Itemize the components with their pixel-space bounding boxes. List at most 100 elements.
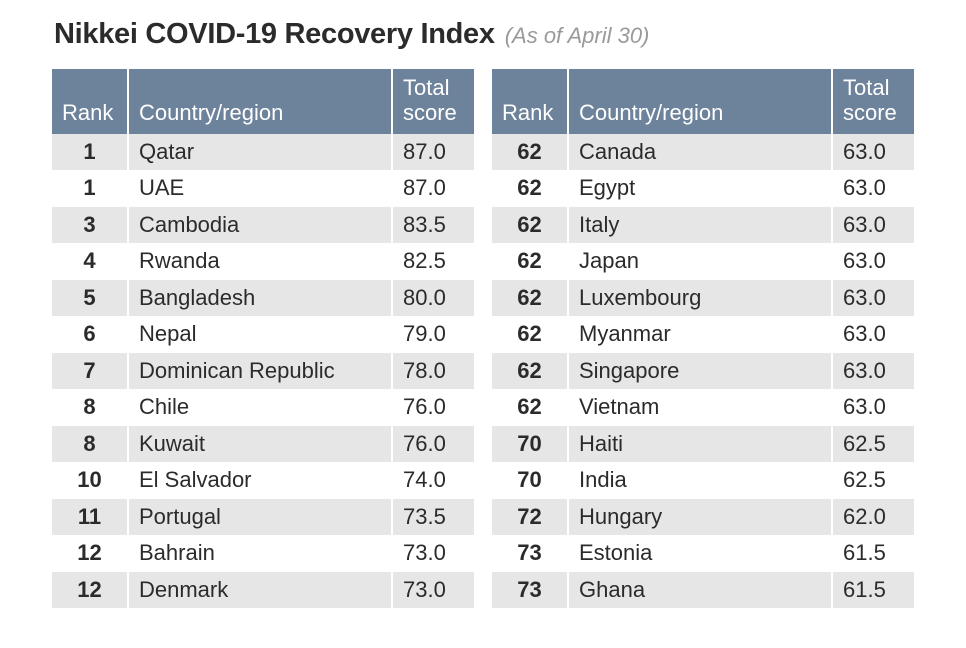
cell-rank: 62 <box>492 243 568 280</box>
col-header-country: Country/region <box>128 69 392 134</box>
table-row: 8Kuwait76.0 <box>52 426 474 463</box>
cell-score: 61.5 <box>832 535 914 572</box>
cell-country: Estonia <box>568 535 832 572</box>
cell-country: Ghana <box>568 572 832 609</box>
cell-rank: 4 <box>52 243 128 280</box>
table-row: 73Estonia61.5 <box>492 535 914 572</box>
cell-country: Denmark <box>128 572 392 609</box>
cell-score: 79.0 <box>392 316 474 353</box>
cell-country: Singapore <box>568 353 832 390</box>
cell-country: Egypt <box>568 170 832 207</box>
cell-score: 80.0 <box>392 280 474 317</box>
cell-country: El Salvador <box>128 462 392 499</box>
cell-score: 78.0 <box>392 353 474 390</box>
cell-score: 62.0 <box>832 499 914 536</box>
cell-score: 73.5 <box>392 499 474 536</box>
table-row: 72Hungary62.0 <box>492 499 914 536</box>
cell-score: 63.0 <box>832 134 914 171</box>
cell-score: 73.0 <box>392 535 474 572</box>
table-row: 6Nepal79.0 <box>52 316 474 353</box>
col-header-score: Totalscore <box>392 69 474 134</box>
page-title: Nikkei COVID-19 Recovery Index <box>54 18 495 51</box>
table-row: 3Cambodia83.5 <box>52 207 474 244</box>
cell-rank: 62 <box>492 316 568 353</box>
cell-rank: 7 <box>52 353 128 390</box>
table-row: 62Egypt63.0 <box>492 170 914 207</box>
page-subtitle: (As of April 30) <box>505 23 650 49</box>
cell-rank: 62 <box>492 280 568 317</box>
cell-rank: 72 <box>492 499 568 536</box>
cell-rank: 1 <box>52 134 128 171</box>
cell-rank: 3 <box>52 207 128 244</box>
table-row: 62Myanmar63.0 <box>492 316 914 353</box>
cell-country: Dominican Republic <box>128 353 392 390</box>
cell-score: 61.5 <box>832 572 914 609</box>
cell-score: 87.0 <box>392 170 474 207</box>
cell-rank: 12 <box>52 535 128 572</box>
cell-rank: 62 <box>492 389 568 426</box>
cell-country: Canada <box>568 134 832 171</box>
col-header-country: Country/region <box>568 69 832 134</box>
table-row: 73Ghana61.5 <box>492 572 914 609</box>
table-row: 62Canada63.0 <box>492 134 914 171</box>
cell-rank: 70 <box>492 462 568 499</box>
cell-rank: 6 <box>52 316 128 353</box>
table-body-right: 62Canada63.062Egypt63.062Italy63.062Japa… <box>492 134 914 609</box>
cell-score: 74.0 <box>392 462 474 499</box>
cell-country: Haiti <box>568 426 832 463</box>
cell-score: 63.0 <box>832 353 914 390</box>
table-row: 70India62.5 <box>492 462 914 499</box>
cell-score: 73.0 <box>392 572 474 609</box>
cell-country: Portugal <box>128 499 392 536</box>
cell-rank: 62 <box>492 134 568 171</box>
cell-score: 63.0 <box>832 280 914 317</box>
cell-rank: 62 <box>492 353 568 390</box>
table-row: 12Bahrain73.0 <box>52 535 474 572</box>
cell-score: 83.5 <box>392 207 474 244</box>
table-row: 11Portugal73.5 <box>52 499 474 536</box>
cell-country: Bangladesh <box>128 280 392 317</box>
cell-rank: 73 <box>492 572 568 609</box>
cell-rank: 11 <box>52 499 128 536</box>
cell-country: Hungary <box>568 499 832 536</box>
cell-country: Chile <box>128 389 392 426</box>
table-row: 10El Salvador74.0 <box>52 462 474 499</box>
table-row: 62Luxembourg63.0 <box>492 280 914 317</box>
cell-country: Luxembourg <box>568 280 832 317</box>
table-row: 1Qatar87.0 <box>52 134 474 171</box>
ranking-table-right: Rank Country/region Totalscore 62Canada6… <box>492 69 914 608</box>
cell-rank: 5 <box>52 280 128 317</box>
cell-rank: 62 <box>492 170 568 207</box>
col-header-rank: Rank <box>52 69 128 134</box>
table-row: 5Bangladesh80.0 <box>52 280 474 317</box>
cell-score: 63.0 <box>832 316 914 353</box>
table-row: 12Denmark73.0 <box>52 572 474 609</box>
cell-rank: 10 <box>52 462 128 499</box>
cell-country: Vietnam <box>568 389 832 426</box>
tables-container: Rank Country/region Totalscore 1Qatar87.… <box>52 69 914 608</box>
cell-score: 87.0 <box>392 134 474 171</box>
table-row: 70Haiti62.5 <box>492 426 914 463</box>
cell-rank: 8 <box>52 389 128 426</box>
cell-score: 76.0 <box>392 389 474 426</box>
cell-score: 76.0 <box>392 426 474 463</box>
cell-country: Bahrain <box>128 535 392 572</box>
cell-rank: 73 <box>492 535 568 572</box>
table-row: 1UAE87.0 <box>52 170 474 207</box>
cell-score: 62.5 <box>832 426 914 463</box>
cell-country: Cambodia <box>128 207 392 244</box>
cell-country: Japan <box>568 243 832 280</box>
cell-rank: 12 <box>52 572 128 609</box>
cell-score: 63.0 <box>832 389 914 426</box>
table-body-left: 1Qatar87.01UAE87.03Cambodia83.54Rwanda82… <box>52 134 474 609</box>
table-row: 62Japan63.0 <box>492 243 914 280</box>
cell-country: Qatar <box>128 134 392 171</box>
table-row: 7Dominican Republic78.0 <box>52 353 474 390</box>
ranking-table-left: Rank Country/region Totalscore 1Qatar87.… <box>52 69 474 608</box>
cell-score: 63.0 <box>832 207 914 244</box>
cell-rank: 70 <box>492 426 568 463</box>
col-header-rank: Rank <box>492 69 568 134</box>
table-row: 4Rwanda82.5 <box>52 243 474 280</box>
cell-score: 62.5 <box>832 462 914 499</box>
cell-rank: 1 <box>52 170 128 207</box>
